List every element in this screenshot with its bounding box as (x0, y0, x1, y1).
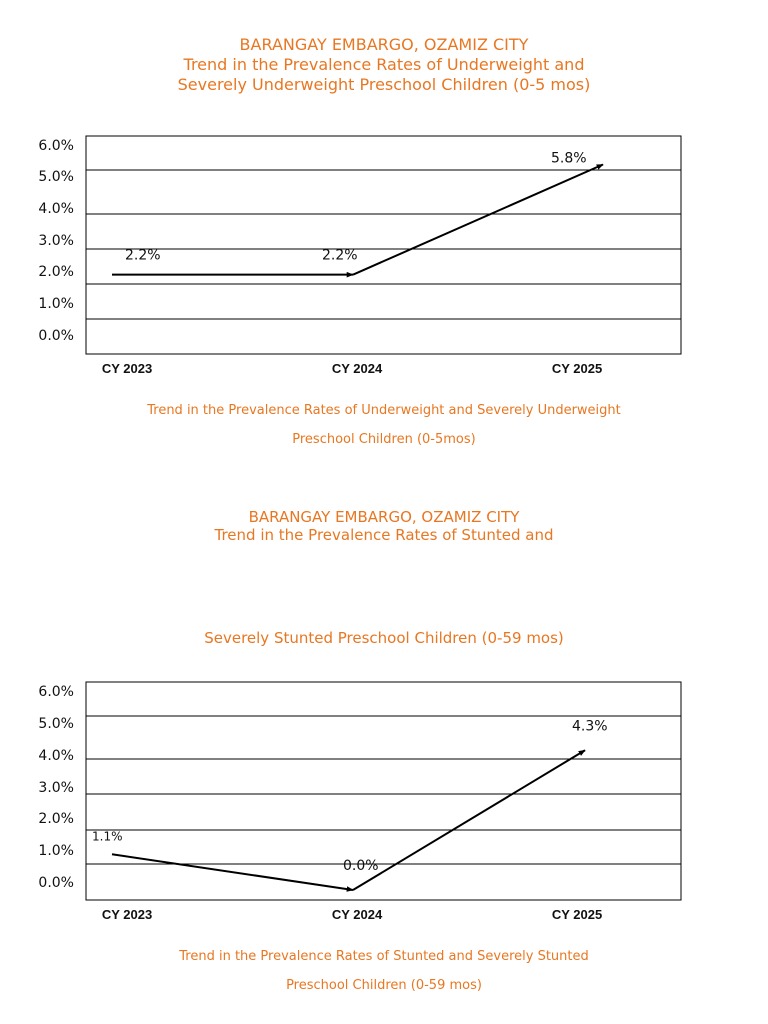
chart2-series-segment (111, 853, 354, 892)
chart1-y-tick-label: 4.0% (38, 201, 74, 217)
chart1-y-tick-label: 3.0% (38, 233, 74, 249)
chart1-y-tick-label: 2.0% (38, 264, 74, 280)
chart1-x-category-label: CY 2023 (102, 361, 152, 376)
chart1-underweight-line-chart: 0.0% 1.0% 2.0% 3.0% 4.0% 5.0% 6.0% CY 2023 CY 20… (38, 135, 682, 376)
chart2-y-tick-label: 4.0% (38, 748, 74, 764)
chart2-y-tick-label: 5.0% (38, 716, 74, 732)
chart1-x-category-label: CY 2024 (332, 361, 383, 376)
chart2-x-category-label: CY 2025 (552, 907, 602, 922)
chart1-plot-area (85, 135, 682, 355)
chart2-data-label: 4.3% (572, 718, 608, 734)
chart1-title-line-1: BARANGAY EMBARGO, OZAMIZ CITY (239, 35, 529, 54)
chart2-title-line-1: BARANGAY EMBARGO, OZAMIZ CITY (248, 508, 520, 526)
chart1-caption-line-1: Trend in the Prevalence Rates of Underwe… (147, 403, 621, 418)
chart2-x-category-label: CY 2024 (332, 907, 383, 922)
chart2-data-label: 0.0% (343, 858, 379, 874)
chart1-title-line-2: Trend in the Prevalence Rates of Underwe… (183, 55, 585, 74)
chart2-caption-line-1: Trend in the Prevalence Rates of Stunted… (179, 949, 589, 964)
chart2-y-tick-label: 6.0% (38, 684, 74, 700)
chart2-y-tick-label: 0.0% (38, 875, 74, 891)
chart1-y-tick-label: 0.0% (38, 328, 74, 344)
chart1-caption-line-2: Preschool Children (0-5mos) (292, 432, 476, 447)
chart2-plot-area (85, 681, 682, 901)
chart2-y-tick-label: 1.0% (38, 843, 74, 859)
chart1-data-label: 2.2% (125, 248, 161, 264)
chart1-y-tick-label: 1.0% (38, 296, 74, 312)
chart2-series-segment (352, 749, 586, 891)
chart1-y-tick-label: 5.0% (38, 169, 74, 185)
chart2-title-line-2: Trend in the Prevalence Rates of Stunted… (214, 526, 554, 544)
chart2-subtitle: Severely Stunted Preschool Children (0-5… (204, 629, 564, 647)
chart2-data-label: 1.1% (92, 829, 123, 843)
chart2-stunted-line-chart: 0.0% 1.0% 2.0% 3.0% 4.0% 5.0% 6.0% CY 2023 CY 20… (38, 681, 682, 922)
chart1-y-tick-label: 6.0% (38, 138, 74, 154)
chart1-data-label: 5.8% (551, 151, 587, 167)
chart2-y-tick-label: 2.0% (38, 811, 74, 827)
chart2-y-tick-label: 3.0% (38, 780, 74, 796)
chart2-caption-line-2: Preschool Children (0-59 mos) (286, 978, 482, 993)
chart2-x-category-label: CY 2023 (102, 907, 152, 922)
chart1-series-segment (352, 163, 604, 276)
chart1-x-category-label: CY 2025 (552, 361, 602, 376)
chart1-data-label: 2.2% (322, 248, 358, 264)
chart1-title-line-3: Severely Underweight Preschool Children … (177, 75, 591, 94)
